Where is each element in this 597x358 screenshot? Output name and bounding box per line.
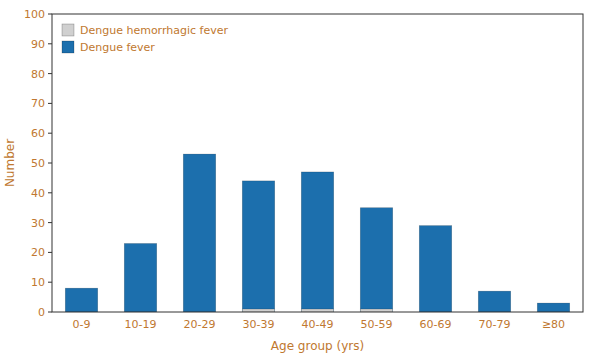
x-tick-label: ≥80	[542, 318, 565, 331]
legend-label: Dengue hemorrhagic fever	[80, 24, 228, 37]
y-tick	[48, 73, 52, 74]
y-tick-label: 0	[38, 306, 45, 319]
bar	[183, 154, 215, 312]
x-axis-label: Age group (yrs)	[271, 339, 364, 353]
y-tick-label: 90	[31, 38, 45, 51]
x-tick-label: 60-69	[420, 318, 452, 331]
x-tick-label: 30-39	[243, 318, 275, 331]
y-tick-label: 10	[31, 276, 45, 289]
y-tick	[48, 282, 52, 283]
y-tick	[48, 103, 52, 104]
x-tick-label: 40-49	[302, 318, 334, 331]
x-tick-label: 50-59	[361, 318, 393, 331]
bar	[478, 291, 510, 312]
bar	[124, 243, 156, 312]
bars	[65, 154, 569, 312]
bar	[360, 208, 392, 312]
x-tick-label: 70-79	[479, 318, 511, 331]
bar	[301, 172, 333, 312]
legend: Dengue hemorrhagic fever Dengue fever	[62, 24, 228, 54]
bar	[242, 181, 274, 312]
y-tick	[48, 192, 52, 193]
y-tick	[48, 133, 52, 134]
y-tick-label: 40	[31, 187, 45, 200]
y-tick	[48, 252, 52, 253]
x-tick-label: 20-29	[184, 318, 216, 331]
y-tick-label: 80	[31, 68, 45, 81]
legend-swatch	[62, 41, 74, 53]
chart-svg: 0 10 20 30 40 50 60 70 80 90 100 0-9 10-19 20-29 30-39…	[0, 0, 597, 358]
y-tick	[48, 312, 52, 313]
y-tick	[48, 222, 52, 223]
bar	[419, 226, 451, 312]
y-tick-label: 20	[31, 246, 45, 259]
y-tick	[48, 14, 52, 15]
legend-swatch	[62, 24, 74, 36]
y-tick-label: 70	[31, 97, 45, 110]
y-tick-label: 50	[31, 157, 45, 170]
y-axis-label: Number	[3, 139, 17, 187]
x-tick-label: 10-19	[125, 318, 157, 331]
bar	[537, 303, 569, 312]
y-tick-label: 60	[31, 127, 45, 140]
bar	[65, 288, 97, 312]
x-tick-label: 0-9	[73, 318, 91, 331]
plot-frame	[52, 14, 583, 312]
y-tick	[48, 163, 52, 164]
y-tick	[48, 43, 52, 44]
legend-label: Dengue fever	[80, 41, 155, 54]
y-tick-label: 30	[31, 217, 45, 230]
y-tick-label: 100	[24, 8, 45, 21]
chart-container: 0 10 20 30 40 50 60 70 80 90 100 0-9 10-19 20-29 30-39…	[0, 0, 597, 358]
